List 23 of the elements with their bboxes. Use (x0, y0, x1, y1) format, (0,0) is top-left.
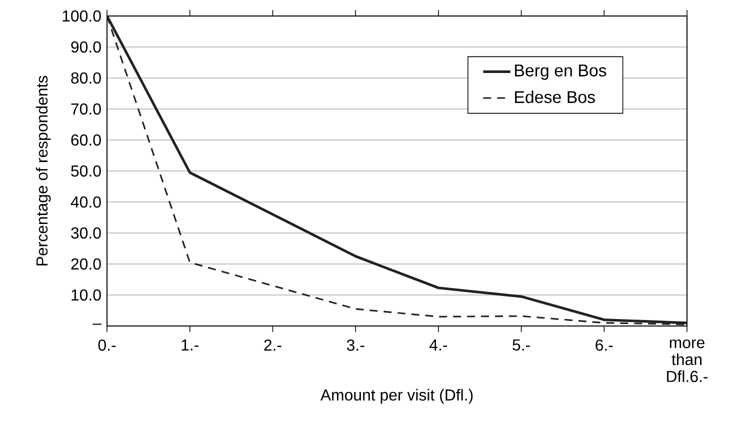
x-tick-label: 3.- (346, 339, 364, 351)
y-tick-label: 70.0 (71, 103, 101, 115)
x-tick-label: 2.- (264, 339, 282, 351)
x-tick-label: more than Dfl.6.- (667, 339, 708, 382)
x-axis-title: Amount per visit (Dfl.) (320, 388, 473, 404)
x-tick-label: 1.- (182, 339, 198, 350)
y-tick-label: – (92, 324, 102, 325)
y-tick-label: 10.0 (72, 289, 101, 301)
y-tick-label: 60.0 (71, 134, 101, 146)
legend-label: Berg en Bos (515, 64, 606, 80)
y-tick-label: 30.0 (71, 227, 101, 239)
x-tick-label: 4.- (429, 339, 448, 350)
legend-label: Edese Bos (515, 90, 595, 104)
y-axis-title: Percentage of respondents (36, 76, 51, 266)
x-tick-label: 5.- (512, 339, 530, 351)
y-tick-label: 90.0 (71, 41, 101, 53)
y-tick-label: 50.0 (71, 165, 101, 177)
y-tick-label: 20.0 (71, 258, 101, 270)
y-tick-label: 80.0 (71, 72, 101, 84)
y-tick-label: 40.0 (70, 196, 101, 208)
x-tick-label: 0.- (98, 339, 116, 351)
y-tick-label: 100.0 (62, 10, 101, 22)
x-tick-label: 6.- (596, 339, 613, 351)
